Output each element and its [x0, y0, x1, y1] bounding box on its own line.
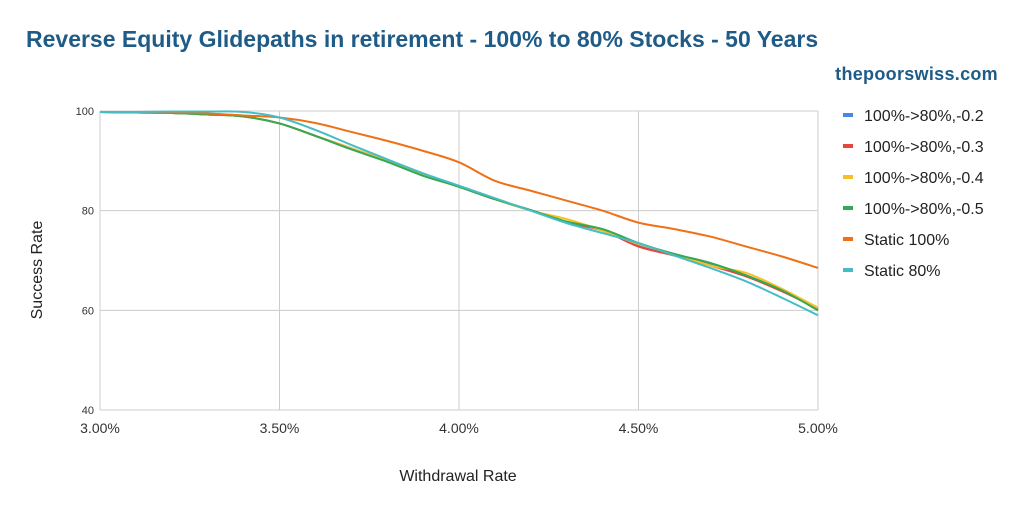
legend-label: Static 80% — [864, 263, 940, 280]
chart-grid — [99, 110, 819, 411]
legend-label: Static 100% — [864, 232, 949, 249]
x-tick-label: 3.50% — [260, 420, 300, 436]
x-tick-label: 4.50% — [619, 420, 659, 436]
x-tick-label: 5.00% — [798, 420, 838, 436]
series-line — [99, 111, 819, 269]
series-line — [99, 110, 819, 317]
legend-label: 100%->80%,-0.2 — [864, 108, 984, 125]
x-axis-title: Withdrawal Rate — [399, 468, 516, 485]
legend-label: 100%->80%,-0.3 — [864, 139, 984, 156]
y-tick-label: 100 — [76, 106, 94, 118]
y-axis-ticks: 40 60 80 100 — [76, 106, 94, 417]
y-tick-label: 40 — [82, 405, 94, 417]
y-tick-label: 80 — [82, 206, 94, 218]
chart-title: Reverse Equity Glidepaths in retirement … — [26, 26, 819, 52]
x-axis-ticks: 3.00% 3.50% 4.00% 4.50% 5.00% — [80, 420, 838, 436]
chart-legend: 100%->80%,-0.2 100%->80%,-0.3 100%->80%,-0… — [843, 108, 984, 280]
legend-label: 100%->80%,-0.4 — [864, 170, 984, 187]
x-tick-label: 3.00% — [80, 420, 120, 436]
y-axis-title: Success Rate — [29, 221, 46, 320]
chart-series — [99, 110, 819, 317]
brand-label: thepoorswiss.com — [835, 64, 998, 84]
legend-label: 100%->80%,-0.5 — [864, 201, 984, 218]
x-tick-label: 4.00% — [439, 420, 479, 436]
y-tick-label: 60 — [82, 305, 94, 317]
